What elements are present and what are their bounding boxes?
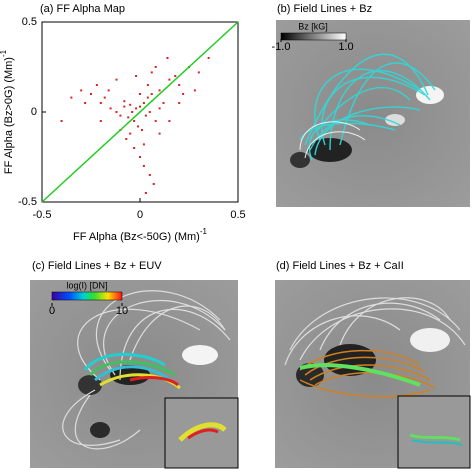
colorbar-tick-label: 0 [49, 305, 55, 317]
point [139, 156, 141, 158]
point [142, 165, 145, 167]
x-label-sup: -1 [200, 227, 208, 236]
point [154, 120, 157, 122]
point [207, 57, 210, 59]
point [115, 111, 118, 113]
point [60, 120, 63, 122]
colorbar-label: Bz [kG] [298, 21, 328, 31]
point [150, 71, 153, 74]
point [166, 57, 169, 59]
point [99, 120, 102, 122]
panel-title: (c) Field Lines + Bz + EUV [32, 260, 162, 272]
point [109, 107, 112, 110]
point [144, 114, 147, 117]
point [123, 100, 126, 103]
point [135, 75, 138, 77]
point [146, 96, 149, 99]
colorbar-label: log(I) [DN] [66, 280, 107, 290]
point [95, 84, 98, 86]
panel-title: (b) Field Lines + Bz [277, 3, 372, 15]
point [99, 102, 102, 104]
image-b [276, 20, 470, 207]
x-tick-label: 0 [137, 209, 143, 221]
point [168, 120, 171, 122]
point [133, 120, 136, 122]
point [115, 78, 118, 81]
image-d [275, 280, 471, 469]
point [125, 138, 128, 140]
point [182, 93, 185, 95]
point [139, 93, 141, 95]
point [135, 107, 138, 110]
point [103, 96, 106, 99]
y-tick-label: -0.5 [18, 196, 37, 208]
point [80, 89, 83, 92]
point [178, 84, 181, 86]
point [127, 116, 130, 119]
point [178, 102, 181, 104]
y-label-sup: -1 [0, 49, 8, 57]
y-label: FF Alpha (Bz>0G) (Mm) [3, 57, 15, 174]
point [174, 75, 177, 77]
point [131, 111, 134, 113]
colorbar-tick-label: 10 [116, 305, 128, 317]
point [133, 147, 136, 149]
point [137, 125, 140, 128]
point [84, 102, 87, 104]
diagonal-line [41, 21, 239, 203]
point [123, 105, 126, 108]
point [158, 89, 161, 92]
point [193, 89, 196, 92]
colorbar-tick-label: 1.0 [338, 41, 353, 53]
y-axis-label: FF Alpha (Bz>0G) (Mm)-1 [0, 49, 15, 174]
panel-title: (a) FF Alpha Map [40, 3, 125, 15]
x-axis-label: FF Alpha (Bz<-50G) (Mm)-1 [73, 227, 207, 243]
point [139, 105, 141, 108]
point [150, 93, 153, 95]
point [154, 66, 157, 68]
colorbar [51, 291, 123, 301]
point [142, 143, 145, 146]
panel-title: (d) Field Lines + Bz + CaII [276, 260, 404, 272]
x-tick-label: -0.5 [33, 209, 52, 221]
point [162, 102, 165, 104]
point [158, 132, 161, 135]
point [90, 93, 92, 95]
y-tick-label: 0 [31, 106, 37, 118]
point [148, 174, 151, 176]
point [119, 114, 122, 117]
point [140, 129, 143, 131]
image-c [30, 280, 239, 469]
point [168, 78, 171, 81]
point [129, 132, 132, 135]
point [146, 84, 149, 86]
point [142, 102, 145, 104]
y-tick-label: 0.5 [22, 16, 37, 28]
x-label: FF Alpha (Bz<-50G) (Mm) [73, 231, 200, 243]
point [148, 111, 151, 113]
point [158, 107, 161, 110]
point [107, 89, 110, 92]
colorbar [280, 32, 347, 41]
point [144, 192, 147, 194]
point [197, 71, 200, 74]
point [129, 103, 132, 106]
point [152, 183, 155, 185]
point [70, 96, 73, 99]
colorbar-tick-label: -1.0 [272, 41, 291, 53]
x-tick-label: 0.5 [230, 209, 245, 221]
